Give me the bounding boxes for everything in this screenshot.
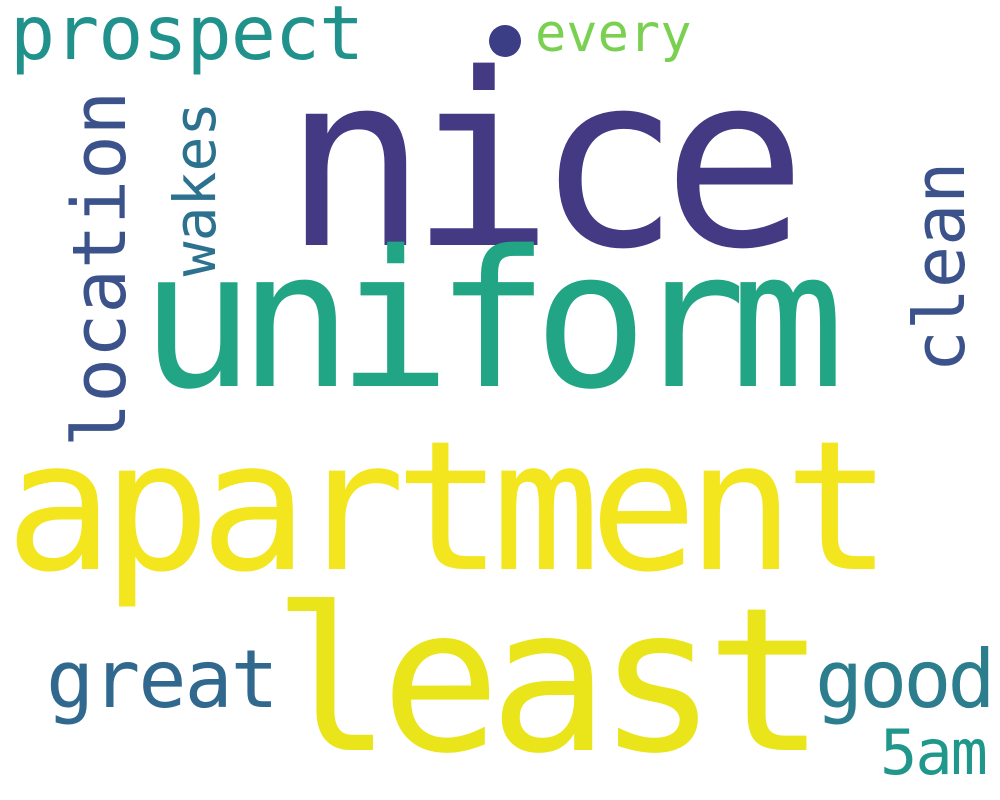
word-wakes: wakes xyxy=(161,101,229,277)
word-good: good xyxy=(815,633,996,726)
word-nice: nice xyxy=(283,22,807,302)
word-every: every xyxy=(535,4,692,64)
word-prospect: prospect xyxy=(10,0,364,77)
word-uniform: uniform xyxy=(140,210,845,431)
word-clean: clean xyxy=(899,161,981,373)
word-5am: 5am xyxy=(880,716,988,789)
word-great: great xyxy=(46,633,279,726)
word-apartment: apartment xyxy=(5,403,892,612)
word-location: location xyxy=(57,90,143,448)
word-least: least xyxy=(272,565,826,798)
bullet-dot xyxy=(489,25,521,57)
